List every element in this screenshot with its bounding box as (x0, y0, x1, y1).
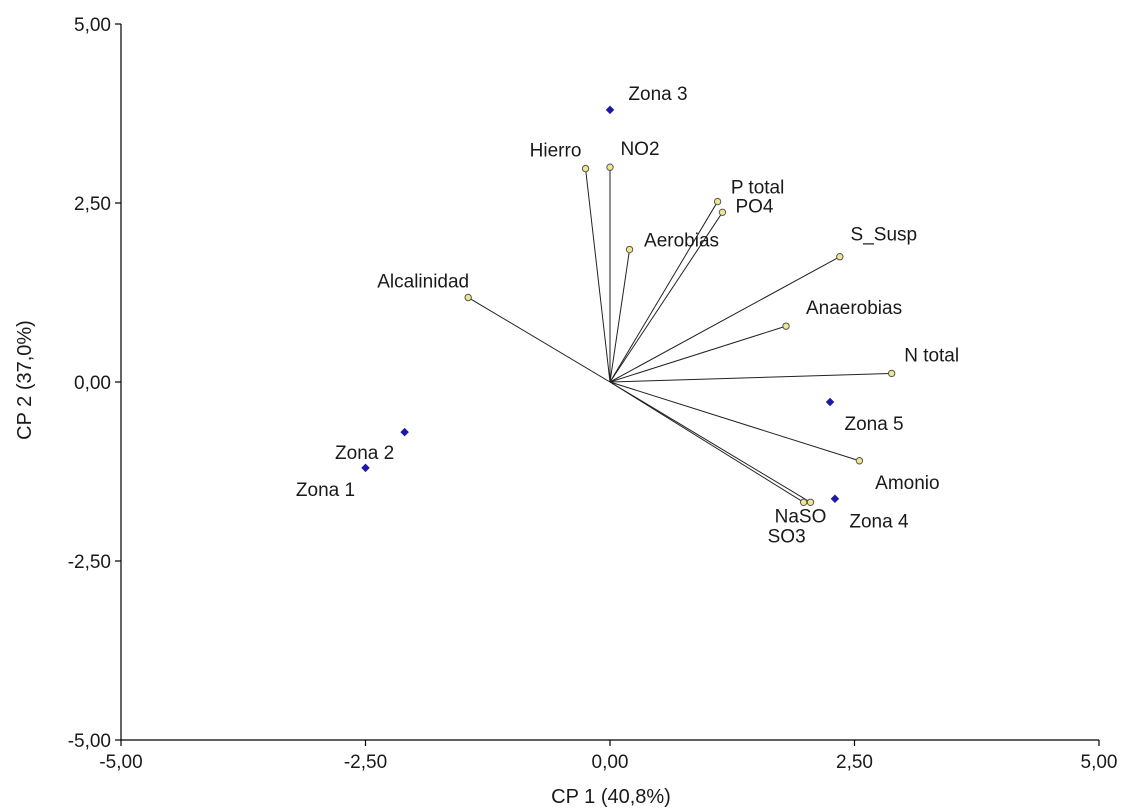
variable-point-so3 (799, 498, 808, 506)
variable-point-naso (806, 498, 815, 506)
observation-label-zona-5: Zona 5 (844, 414, 903, 435)
variable-point-anaerobias (782, 322, 790, 330)
variable-label-amonio: Amonio (875, 473, 939, 494)
x-tick-label: -5,00 (99, 752, 142, 773)
variable-point-amonio (855, 457, 864, 465)
variable-point-aerobias (625, 245, 634, 254)
vector-line-naso (609, 381, 811, 503)
vector-line-po4 (609, 212, 723, 383)
observation-point-zona-2 (400, 427, 409, 437)
y-tick-label: 2,50 (74, 194, 111, 215)
x-tick-label: 5,00 (1081, 752, 1118, 773)
observation-label-zona-4: Zona 4 (849, 512, 909, 533)
variable-label-hierro: Hierro (530, 141, 582, 162)
observation-label-zona-2: Zona 2 (335, 443, 394, 464)
variable-label-aerobias: Aerobias (644, 231, 719, 252)
variable-label-so3: SO3 (768, 526, 806, 547)
x-tick-label: 2,50 (836, 752, 873, 773)
variable-point-no2 (606, 163, 614, 171)
variable-point-alcalinidad (464, 293, 472, 302)
observation-label-zona-1: Zona 1 (296, 480, 355, 501)
vector-line-n-total (609, 372, 892, 383)
variable-label-p-total: P total (731, 178, 785, 199)
axes: -5,00 -2,50 0,00 2,50 5,00 -5,00 -2,50 0,00 2,50… (68, 15, 1118, 773)
vector-line-anaerobias (609, 325, 787, 383)
variable-label-alcalinidad: Alcalinidad (377, 272, 469, 293)
variable-label-naso: NaSO (775, 506, 827, 527)
vector-line-p-total (609, 201, 719, 383)
y-tick-label: -2,50 (68, 552, 111, 573)
vector-line-hierro (585, 168, 611, 383)
y-tick-label: 0,00 (74, 373, 111, 394)
vector-line-alcalinidad (467, 297, 611, 383)
variable-label-po4: PO4 (735, 196, 773, 217)
variable-point-n-total (887, 369, 896, 378)
observation-point-zona-5 (825, 397, 835, 407)
vector-line-aerobias (609, 249, 631, 383)
variable-point-s-susp (836, 253, 844, 261)
x-axis-title: CP 1 (40,8%) (551, 786, 671, 808)
observation-point-zona-4 (830, 494, 840, 503)
vector-line-s-susp (609, 256, 841, 383)
x-tick-label: -2,50 (344, 752, 387, 773)
observation-point-zona-3 (605, 105, 615, 115)
y-tick-label: 5,00 (74, 15, 111, 36)
variable-point-p-total (713, 197, 722, 206)
vector-line-so3 (609, 381, 804, 503)
variable-label-anaerobias: Anaerobias (806, 298, 902, 319)
y-axis-title: CP 2 (37,0%) (14, 320, 36, 440)
variable-vectors (464, 163, 896, 506)
variable-point-po4 (718, 208, 727, 217)
x-tick-label: 0,00 (592, 752, 629, 773)
observation-points (361, 105, 840, 503)
variable-point-hierro (581, 164, 590, 173)
observation-label-zona-3: Zona 3 (628, 84, 687, 105)
variable-label-no2: NO2 (620, 139, 659, 160)
variable-label-n-total: N total (904, 345, 959, 366)
y-tick-label: -5,00 (68, 731, 111, 752)
variable-label-s-susp: S_Susp (851, 225, 918, 246)
vector-line-amonio (609, 381, 860, 462)
observation-point-zona-1 (361, 463, 370, 473)
